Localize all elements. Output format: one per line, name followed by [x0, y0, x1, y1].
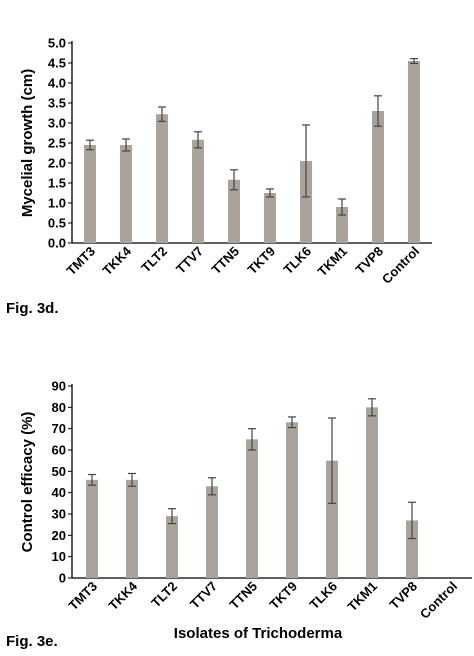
x-tick-label-tlt2: TLT2: [148, 579, 180, 611]
x-axis-title: Isolates of Trichoderma: [174, 625, 343, 642]
bar-tlt2: [156, 114, 168, 243]
x-tick-label-tmt3: TMT3: [64, 244, 99, 279]
bar-tkk4: [126, 479, 138, 578]
y-tick-label: 80: [52, 400, 66, 415]
y-axis-title: Mycelial growth (cm): [19, 69, 36, 217]
x-tick-label-ttn5: TTN5: [209, 244, 243, 278]
figure-caption-3d: Fig. 3d.: [6, 300, 59, 317]
y-tick-label: 3.5: [48, 96, 66, 111]
y-tick-label: 2.0: [48, 156, 66, 171]
x-tick-label-tkm1: TKM1: [344, 579, 380, 615]
y-tick-label: 2.5: [48, 136, 66, 151]
bar-control: [408, 61, 420, 243]
x-tick-label-tkt9: TKT9: [267, 579, 301, 613]
figure-caption-3e: Fig. 3e.: [6, 633, 58, 650]
y-tick-label: 5.0: [48, 36, 66, 51]
y-tick-label: 3.0: [48, 116, 66, 131]
bar-tlk6: [300, 161, 312, 243]
bar-tkk4: [120, 145, 132, 243]
bar-tlt2: [166, 516, 178, 578]
x-tick-label-tlt2: TLT2: [138, 244, 170, 276]
x-tick-label-tlk6: TLK6: [307, 579, 341, 613]
bar-tkt9: [286, 422, 298, 578]
bar-tvp8: [406, 520, 418, 578]
y-tick-label: 50: [52, 464, 66, 479]
y-tick-label: 1.0: [48, 196, 66, 211]
bar-tkm1: [366, 407, 378, 578]
y-tick-label: 90: [52, 379, 66, 394]
y-tick-label: 1.5: [48, 176, 66, 191]
x-tick-label-control: Control: [379, 244, 422, 287]
y-tick-label: 0: [59, 571, 66, 586]
chart-mycelial-growth: 0.0 0.5 1.0 1.5 2.0 2.5 3.0 3.5 4.0 4.5 5.0 TMT3 TKK…: [19, 36, 432, 287]
x-tick-label-tkk4: TKK4: [100, 243, 135, 278]
y-tick-label: 70: [52, 421, 66, 436]
y-tick-label: 0.5: [48, 216, 66, 231]
y-tick-label: 60: [52, 443, 66, 458]
bar-ttv7: [206, 486, 218, 578]
x-tick-label-ttv7: TTV7: [187, 579, 220, 612]
y-tick-label: 40: [52, 485, 66, 500]
bar-ttn5: [246, 439, 258, 578]
bar-tmt3: [84, 145, 96, 243]
bar-ttn5: [228, 179, 240, 243]
x-tick-label-control: Control: [417, 579, 460, 622]
x-tick-label-ttv7: TTV7: [173, 244, 206, 277]
x-tick-label-tvp8: TVP8: [353, 244, 387, 278]
y-axis-title: Control efficacy (%): [19, 412, 36, 553]
x-tick-label-ttn5: TTN5: [227, 579, 261, 613]
x-tick-label-tlk6: TLK6: [281, 244, 315, 278]
bar-tvp8: [372, 111, 384, 243]
x-tick-label-tkm1: TKM1: [314, 244, 350, 280]
x-tick-label-tkt9: TKT9: [245, 244, 279, 278]
x-tick-label-tkk4: TKK4: [106, 578, 141, 613]
x-tick-label-tvp8: TVP8: [387, 579, 421, 613]
y-tick-label: 4.0: [48, 76, 66, 91]
y-tick-label: 4.5: [48, 56, 66, 71]
bar-tmt3: [86, 479, 98, 578]
y-tick-label: 10: [52, 549, 66, 564]
y-tick-label: 30: [52, 507, 66, 522]
bar-tlk6: [326, 460, 338, 578]
bar-ttv7: [192, 139, 204, 243]
y-tick-label: 20: [52, 528, 66, 543]
bar-tkm1: [336, 207, 348, 243]
bar-tkt9: [264, 193, 276, 243]
y-tick-label: 0.0: [48, 236, 66, 251]
x-tick-label-tmt3: TMT3: [66, 579, 101, 614]
